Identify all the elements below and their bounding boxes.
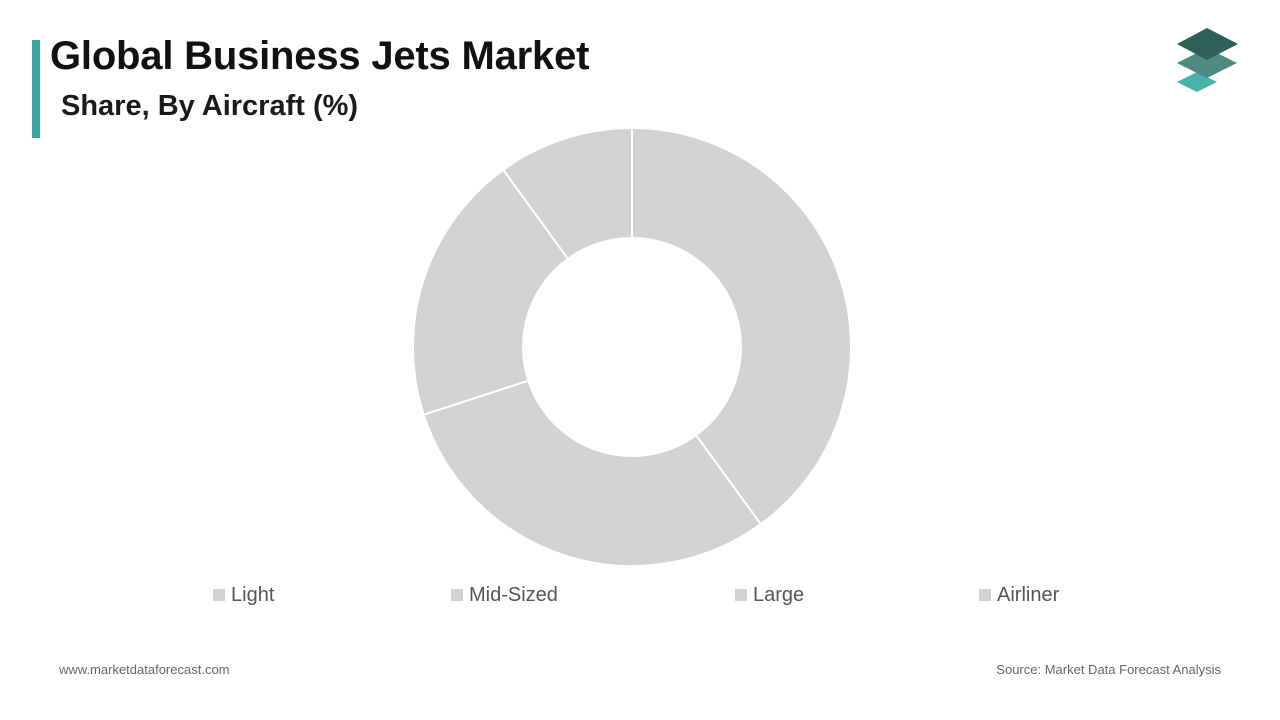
legend-item-large: Large: [735, 582, 804, 608]
stacked-layers-icon: [1177, 28, 1238, 92]
legend-item-light: Light: [213, 582, 274, 608]
legend-label-large: Large: [753, 583, 805, 606]
page-title: Global Business Jets Market: [50, 34, 590, 78]
chart-slices: [412, 126, 852, 567]
legend-item-mid-sized: Mid-Sized: [451, 582, 558, 608]
slice-large: [412, 168, 570, 416]
slice-airliner: [501, 126, 633, 261]
website-url: www.marketdataforecast.com: [59, 662, 230, 677]
legend-item-airliner: Airliner: [979, 582, 1059, 608]
legend-swatch-light: [213, 589, 225, 601]
slice-mid-sized: [422, 379, 763, 567]
legend-swatch-airliner: [979, 589, 991, 601]
page-subtitle: Share, By Aircraft (%): [61, 90, 359, 122]
source-note: Source: Market Data Forecast Analysis: [996, 662, 1221, 677]
slice-light: [631, 126, 852, 526]
legend-label-light: Light: [231, 583, 275, 606]
logo-layer-middle: [1177, 48, 1237, 78]
legend-swatch-mid-sized: [451, 589, 463, 601]
logo-layer-top: [1177, 28, 1238, 60]
legend-label-mid-sized: Mid-Sized: [469, 583, 558, 606]
title-accent-bar: [32, 40, 40, 138]
legend-label-airliner: Airliner: [997, 583, 1060, 606]
legend-swatch-large: [735, 589, 747, 601]
